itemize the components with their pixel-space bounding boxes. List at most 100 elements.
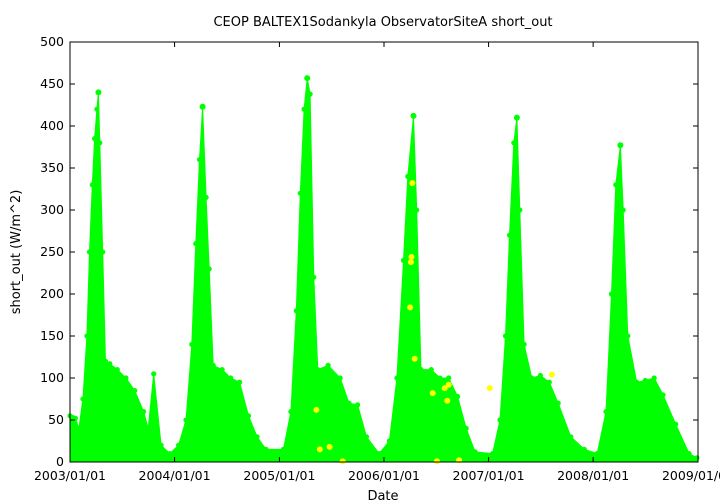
series-main-point [315,367,321,373]
y-tick-label: 0 [56,454,64,469]
x-tick-label: 2004/01/01 [139,468,211,483]
series-main-point [363,434,370,440]
series-main-point [660,392,666,398]
x-tick-label: 2008/01/01 [557,468,629,483]
series-main-point [114,367,120,373]
series-main-point [86,249,93,255]
series-main-point [376,451,382,457]
series-main-peak-point [617,142,624,149]
series-main-point [529,375,535,381]
series-main-point [151,371,157,377]
series-flagged-point [411,355,418,362]
series-main-point [625,333,631,339]
series-main-point [203,194,209,200]
series-flagged-point [548,371,555,378]
series-flagged-point [339,458,346,465]
series-main-point [325,362,331,368]
series-main-point [346,400,352,406]
series-main-point [555,400,561,406]
x-tick-label: 2006/01/01 [348,468,420,483]
series-main-point [123,375,129,381]
series-main-point [400,257,407,263]
series-main-point [506,232,513,238]
series-layer [67,75,700,465]
series-main-peak-point [304,75,311,82]
series-main-point [546,379,552,385]
series-main-point [196,157,203,163]
series-main-point [176,442,182,448]
series-main-point [167,451,173,457]
series-main-point [301,106,307,112]
series-main-point [405,173,411,179]
series-main-point [288,409,294,415]
x-axis-label: Date [367,489,398,504]
y-tick-label: 500 [40,34,64,49]
y-axis-label: short_out (W/m^2) [9,190,24,315]
series-flagged-point [486,385,493,392]
series-main-point [673,421,679,427]
series-main-point [594,451,600,457]
series-main-point [694,455,700,461]
series-main-point [581,446,587,452]
series-main-point [145,425,151,431]
series-main-point [280,446,286,452]
series-main-point [245,413,252,419]
series-main-area [69,78,698,463]
series-main-point [537,372,544,379]
series-main-point [107,361,113,367]
series-flagged-point [444,397,451,404]
y-tick-label: 100 [40,370,64,385]
y-tick-label: 350 [40,160,64,175]
series-main-peak-point [410,112,417,119]
y-tick-label: 400 [40,118,64,133]
series-main-peak-point [199,103,206,110]
series-main-point [158,442,164,448]
series-main-point [97,140,103,146]
series-main-point [613,182,619,188]
series-main-point [355,402,361,408]
y-tick-label: 200 [40,286,64,301]
y-tick-label: 250 [40,244,64,259]
series-main-point [219,367,225,373]
series-main-point [386,438,392,444]
series-main-point [490,451,496,457]
series-main-point [463,425,469,431]
series-main-point [254,434,260,440]
series-main-point [642,377,648,384]
series-main-point [237,379,243,385]
series-main-point [189,341,195,347]
series-main-point [76,425,82,431]
x-tick-label: 2005/01/01 [243,468,315,483]
y-tick-label: 50 [48,412,64,427]
series-main-point [497,417,503,423]
series-flagged-point [316,446,323,453]
series-main-point [394,375,400,381]
series-main-point [686,451,692,457]
y-tick-label: 150 [40,328,64,343]
chart-title: CEOP BALTEX1Sodankyla ObservatorSiteA sh… [213,15,552,30]
x-tick-label: 2007/01/01 [453,468,525,483]
series-main-point [568,434,574,440]
series-main-point [634,379,640,385]
series-main-point [102,358,109,364]
series-flagged-point [409,180,416,187]
plot-frame [69,41,699,463]
series-flagged-point [441,385,448,392]
series-main-peak-point [95,89,102,96]
series-main-point [437,375,443,381]
series-main-point [651,375,657,381]
series-main-peak-point [513,114,520,121]
series-main-point [418,367,424,373]
series-main-point [84,333,90,339]
x-tick-label: 2003/01/01 [34,468,106,483]
series-main-point [414,207,420,213]
series-flagged-point [407,259,414,266]
series-main-point [141,409,147,415]
series-flagged-point [434,458,440,465]
series-main-point [517,207,523,213]
series-main-point [502,333,509,339]
x-tick-label: 2009/01/01 [662,468,720,483]
series-main-point [337,375,343,381]
series-main-point [446,375,452,381]
